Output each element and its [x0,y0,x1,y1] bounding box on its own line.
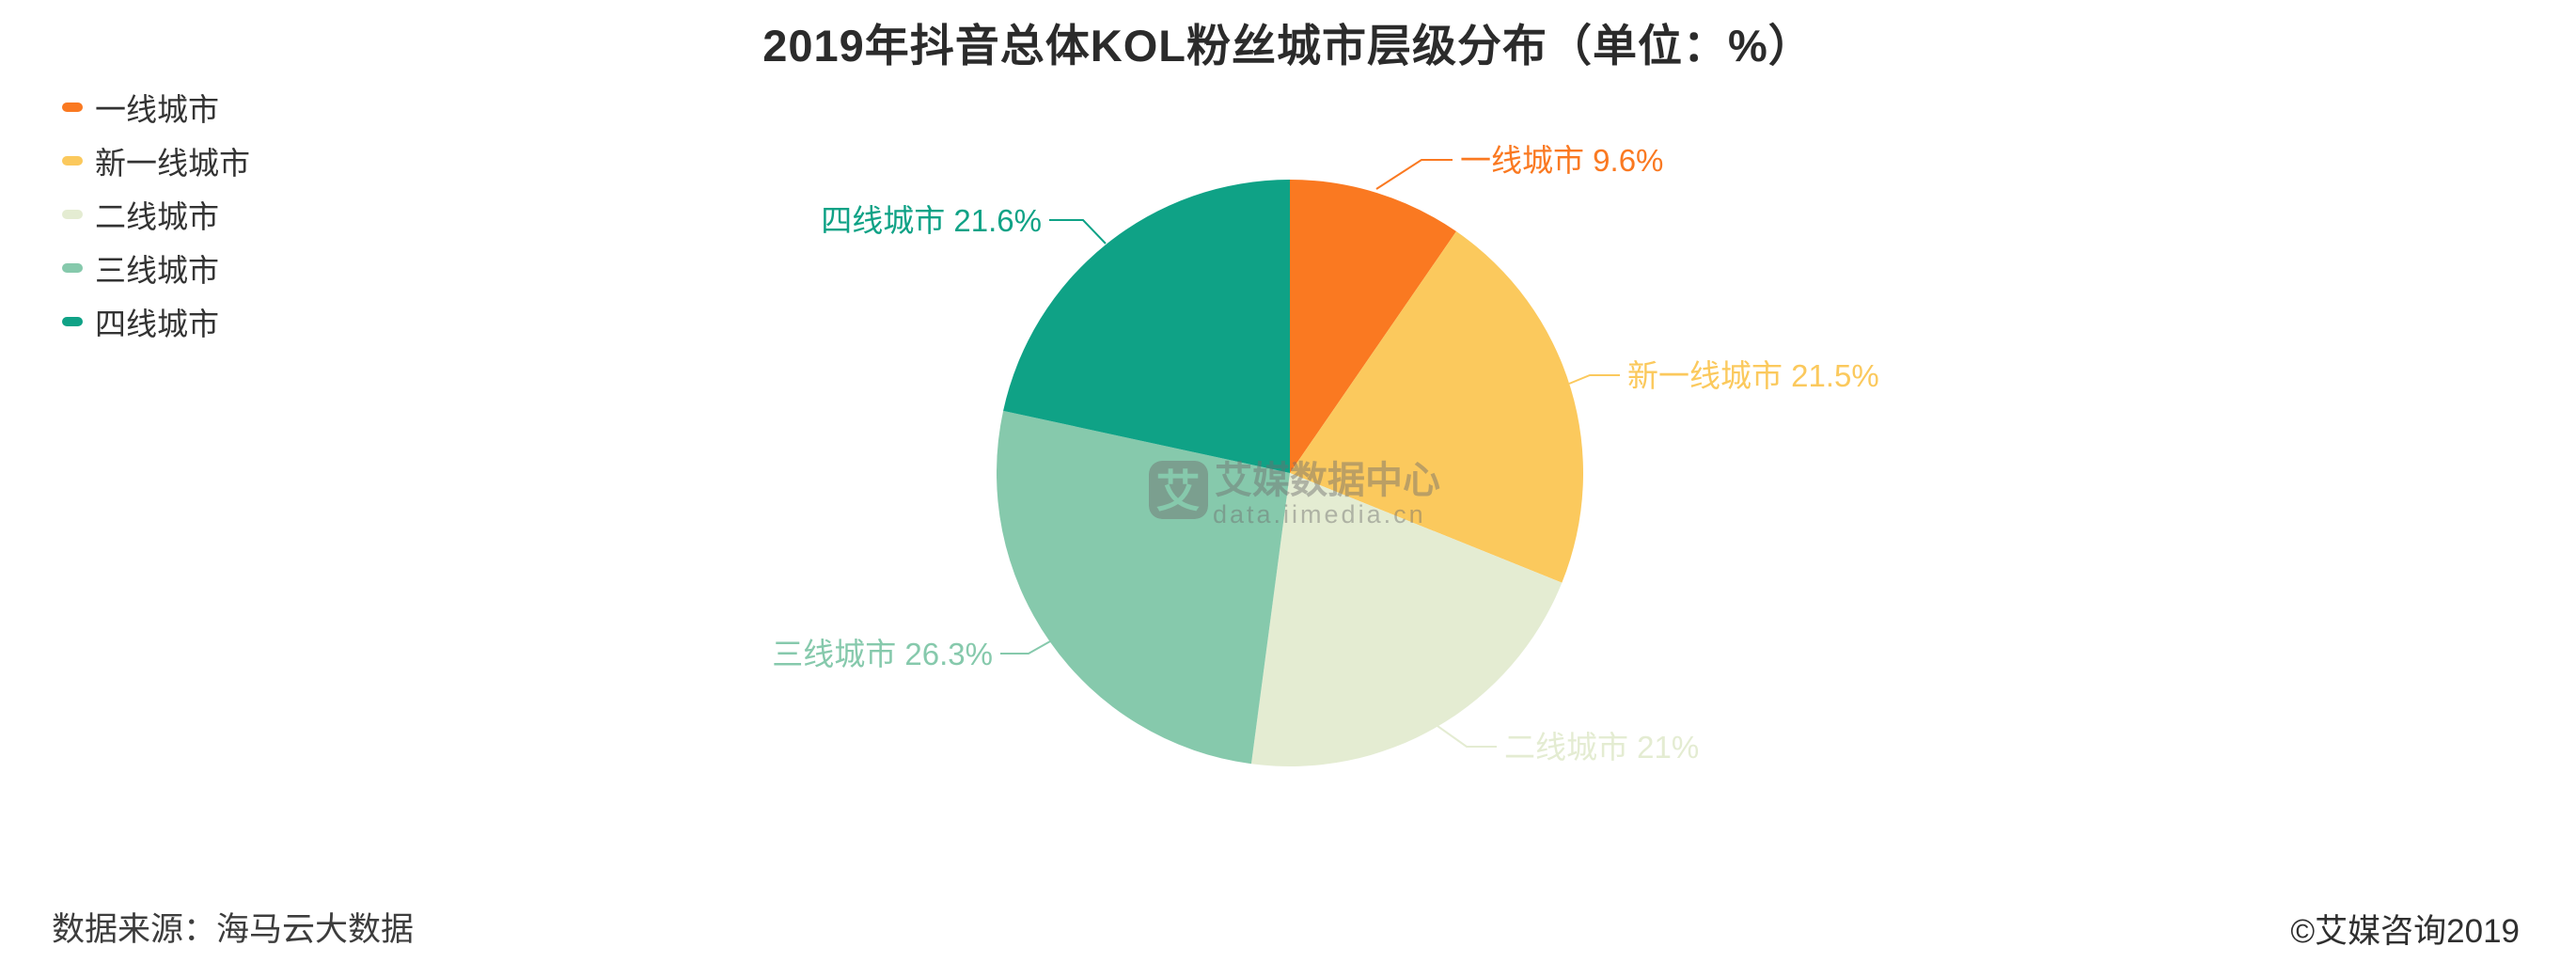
pie-slice-4[interactable] [1003,180,1290,473]
label-line-1 [1568,374,1620,385]
legend-marker-icon [62,209,83,219]
legend-marker-icon [62,102,83,112]
legend-marker-icon [62,316,83,326]
pie-slices [996,180,1583,767]
slice-label-4: 四线城市 21.6% [821,203,1042,238]
legend-item-0[interactable]: 一线城市 [62,80,250,134]
slice-label-2: 二线城市 21% [1504,730,1699,765]
pie-labels: 一线城市 9.6% 新一线城市 21.5% 二线城市 21% 三线城市 26.3% 四线… [772,143,1879,765]
legend: 一线城市新一线城市二线城市三线城市四线城市 [62,80,250,348]
legend-item-1[interactable]: 新一线城市 [62,134,250,187]
legend-label: 新一线城市 [95,145,250,181]
label-line-0 [1375,159,1453,190]
legend-item-4[interactable]: 四线城市 [62,294,250,348]
watermark: 艾媒数据中心 data.iimedia.cn [1149,460,1440,528]
legend-marker-icon [62,262,83,273]
watermark-logo-icon [1149,461,1208,519]
slice-label-3: 三线城市 26.3% [772,637,993,671]
legend-label: 三线城市 [95,252,219,288]
label-line-2 [1437,725,1497,748]
legend-label: 二线城市 [95,198,219,234]
chart-title: 2019年抖音总体KOL粉丝城市层级分布（单位：%） [762,21,1814,71]
watermark-url: data.iimedia.cn [1213,500,1426,528]
slice-label-0: 一线城市 9.6% [1460,143,1663,178]
data-source-note: 数据来源：海马云大数据 [52,911,415,948]
legend-marker-icon [62,155,83,166]
pie-label-lines [1000,159,1620,748]
label-line-4 [1049,219,1107,244]
legend-item-2[interactable]: 二线城市 [62,187,250,241]
slice-label-1: 新一线城市 21.5% [1627,358,1879,393]
legend-label: 一线城市 [95,91,219,127]
pie-slice-3[interactable] [996,410,1290,765]
copyright-note: ©艾媒咨询2019 [2290,913,2520,950]
watermark-name: 艾媒数据中心 [1215,460,1440,501]
pie-slice-0[interactable] [1290,180,1456,473]
legend-item-3[interactable]: 三线城市 [62,241,250,294]
pie-slice-1[interactable] [1290,231,1583,583]
pie-slice-2[interactable] [1250,473,1563,767]
label-line-3 [1000,640,1051,655]
legend-label: 四线城市 [95,306,219,341]
